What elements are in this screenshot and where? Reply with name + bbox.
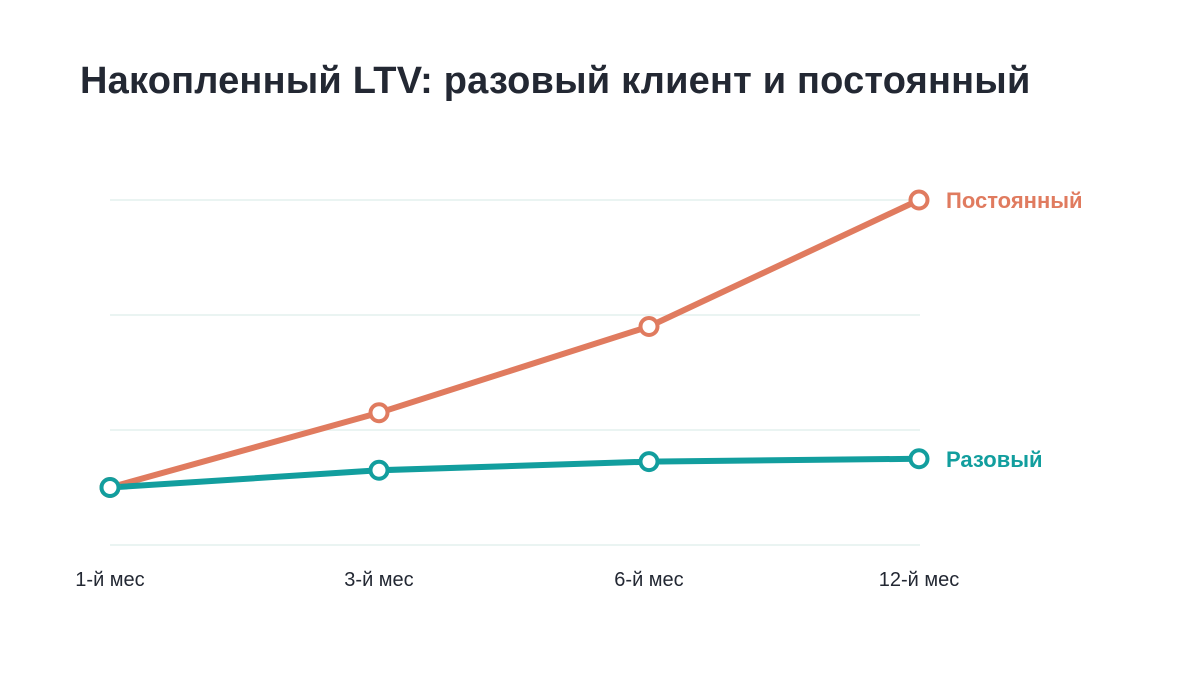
x-tick-label: 1-й мес (75, 569, 144, 591)
series-lines (107, 197, 922, 491)
x-tick-label: 12-й мес (879, 569, 960, 591)
data-point (638, 451, 660, 473)
x-tick-label: 3-й мес (344, 569, 413, 591)
data-point (908, 189, 930, 211)
chart-title: Накопленный LTV: разовый клиент и постоя… (80, 60, 1031, 102)
series-line-0 (107, 197, 922, 491)
series-line-1 (107, 455, 922, 491)
series-label: Разовый (946, 447, 1043, 472)
series-markers (99, 189, 930, 498)
x-axis: 1-й мес 3-й мес 6-й мес 12-й мес (75, 569, 959, 591)
data-point (99, 477, 121, 498)
x-tick-label: 6-й мес (614, 569, 683, 591)
series-labels: Постоянный Разовый (946, 188, 1083, 472)
series-label: Постоянный (946, 188, 1083, 213)
data-point (908, 448, 930, 470)
grid-lines (110, 199, 920, 546)
data-point (638, 316, 660, 337)
data-point (368, 402, 390, 424)
data-point (368, 459, 390, 481)
